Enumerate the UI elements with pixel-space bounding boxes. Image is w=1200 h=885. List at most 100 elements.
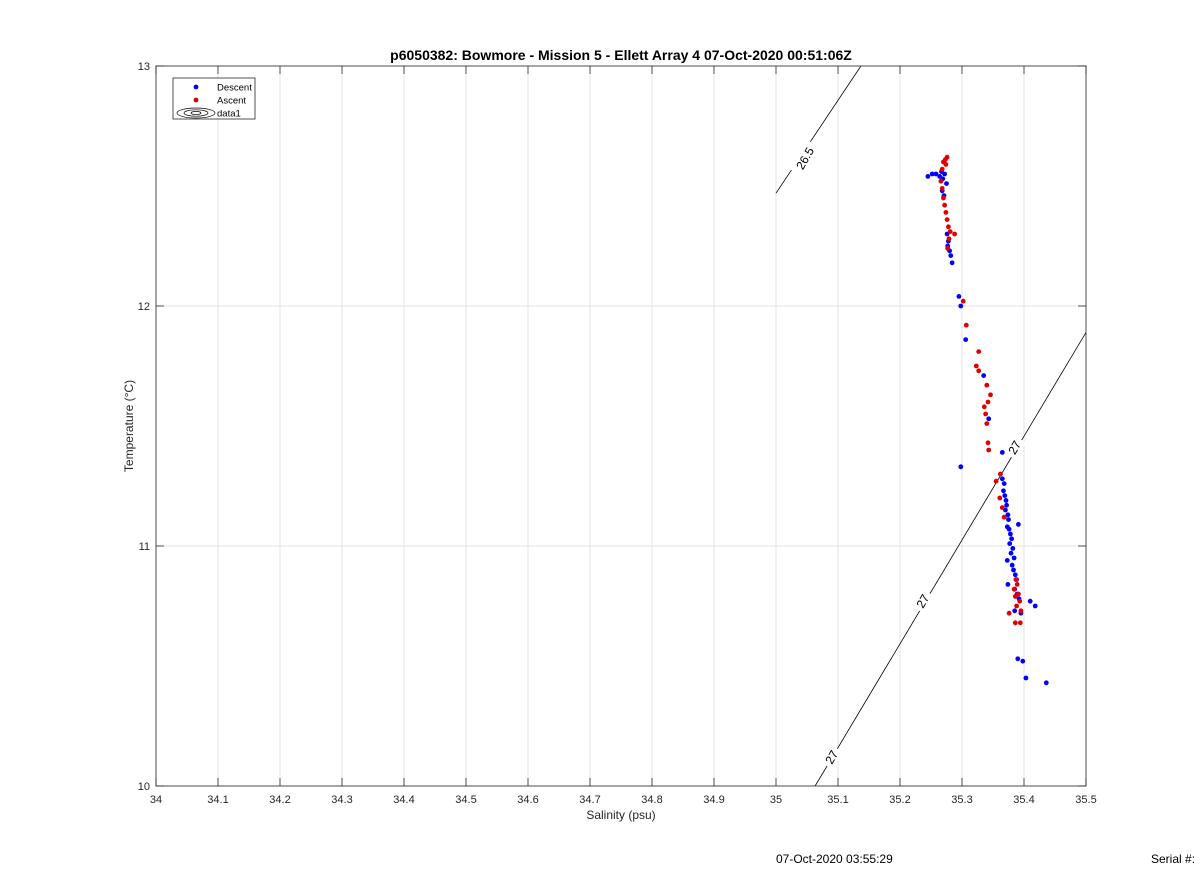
data-point bbox=[944, 217, 950, 223]
data-point bbox=[1005, 512, 1011, 518]
data-point bbox=[944, 154, 950, 160]
y-axis-label: Temperature (°C) bbox=[122, 380, 136, 472]
data-point bbox=[973, 363, 979, 369]
legend-box bbox=[172, 77, 256, 120]
legend-label: Descent bbox=[217, 83, 252, 94]
contour-label-bg bbox=[911, 589, 935, 614]
data-point bbox=[1018, 608, 1024, 614]
data-point bbox=[1032, 603, 1038, 609]
data-point bbox=[981, 404, 987, 410]
legend: Descent Ascent data1 bbox=[172, 77, 256, 120]
contour-line bbox=[775, 66, 862, 194]
data-point bbox=[988, 392, 993, 398]
data-points bbox=[925, 154, 1049, 686]
contour-label: 27 bbox=[1005, 438, 1024, 457]
data-point bbox=[1016, 522, 1021, 527]
x-tick-label: 35.1 bbox=[827, 794, 848, 806]
data-point bbox=[1023, 675, 1029, 681]
ticks: 34 34.1 34.2 34.3 34.4 34.5 34.6 34.7 34.8 34.9 35… bbox=[138, 61, 1097, 806]
data-point bbox=[1043, 680, 1049, 686]
legend-marker-ascent bbox=[193, 97, 199, 103]
data-point bbox=[1011, 586, 1017, 592]
data-point bbox=[1017, 620, 1023, 626]
plot-frame bbox=[155, 65, 1087, 787]
chart-title: p6050382: Bowmore - Mission 5 - Ellett A… bbox=[390, 47, 852, 63]
y-tick-label: 12 bbox=[138, 301, 150, 313]
data-point bbox=[999, 450, 1005, 455]
data-point bbox=[933, 171, 939, 177]
contour-label: 27 bbox=[914, 592, 933, 611]
data-point bbox=[1012, 594, 1018, 599]
data-point bbox=[1008, 550, 1014, 556]
legend-label: Ascent bbox=[217, 96, 246, 107]
contour-line bbox=[814, 332, 1086, 786]
data-point bbox=[997, 495, 1003, 501]
data-point bbox=[1017, 598, 1023, 604]
y-tick-label: 10 bbox=[138, 781, 150, 793]
legend-contour-icon bbox=[176, 107, 216, 119]
x-tick-label: 34 bbox=[150, 794, 162, 806]
data-point bbox=[942, 202, 947, 208]
data-point bbox=[1012, 620, 1018, 626]
data-point bbox=[956, 294, 962, 299]
data-point bbox=[981, 373, 987, 378]
data-point bbox=[976, 349, 982, 354]
data-point bbox=[944, 181, 949, 187]
data-point bbox=[929, 171, 935, 177]
legend-label: data1 bbox=[217, 109, 241, 120]
x-tick-label: 35.5 bbox=[1075, 794, 1096, 806]
data-point bbox=[1014, 603, 1019, 609]
x-tick-label: 35.3 bbox=[951, 794, 972, 806]
data-point bbox=[1006, 517, 1011, 522]
data-point bbox=[1003, 498, 1009, 503]
data-point bbox=[1009, 536, 1014, 542]
x-axis-label: Salinity (psu) bbox=[586, 808, 655, 822]
data-point bbox=[963, 322, 969, 328]
contour-label-bg bbox=[1003, 435, 1026, 460]
data-point bbox=[949, 260, 955, 266]
data-point bbox=[946, 224, 951, 230]
data-point bbox=[983, 411, 988, 417]
data-point bbox=[1013, 577, 1019, 582]
plot-area bbox=[156, 66, 1086, 786]
legend-marker-descent bbox=[193, 84, 199, 90]
data-point bbox=[943, 210, 949, 215]
x-tick-label: 35.4 bbox=[1013, 794, 1034, 806]
data-point bbox=[958, 464, 964, 470]
x-tick-label: 34.4 bbox=[393, 794, 414, 806]
x-tick-label: 34.3 bbox=[331, 794, 352, 806]
legend-contour-icon bbox=[183, 109, 209, 117]
data-point bbox=[941, 195, 946, 201]
data-point bbox=[1008, 531, 1013, 537]
data-point bbox=[1006, 610, 1012, 616]
data-point bbox=[985, 399, 991, 405]
x-tick-label: 34.5 bbox=[455, 794, 476, 806]
data-point bbox=[976, 368, 982, 374]
data-point bbox=[1015, 656, 1021, 662]
data-point bbox=[938, 178, 944, 184]
data-point bbox=[984, 421, 990, 426]
data-point bbox=[986, 416, 992, 422]
data-point bbox=[1014, 582, 1020, 587]
data-point bbox=[960, 298, 966, 304]
data-point bbox=[984, 382, 990, 388]
data-point bbox=[925, 174, 931, 179]
x-tick-label: 34.6 bbox=[517, 794, 538, 806]
data-point bbox=[952, 231, 957, 237]
data-point bbox=[1009, 562, 1015, 568]
data-point bbox=[1011, 555, 1017, 561]
data-point bbox=[1001, 481, 1007, 486]
x-tick-label: 34.7 bbox=[579, 794, 600, 806]
data-point bbox=[1010, 546, 1016, 551]
y-tick-label: 13 bbox=[138, 61, 150, 73]
data-point bbox=[942, 171, 947, 177]
data-point bbox=[946, 236, 952, 242]
footer-timestamp: 07-Oct-2020 03:55:29 bbox=[776, 852, 893, 866]
data-point bbox=[1007, 541, 1013, 546]
data-point bbox=[1004, 502, 1009, 508]
x-tick-label: 34.1 bbox=[207, 794, 228, 806]
data-point bbox=[1001, 514, 1007, 520]
data-point bbox=[986, 447, 992, 453]
data-point bbox=[1006, 526, 1012, 532]
